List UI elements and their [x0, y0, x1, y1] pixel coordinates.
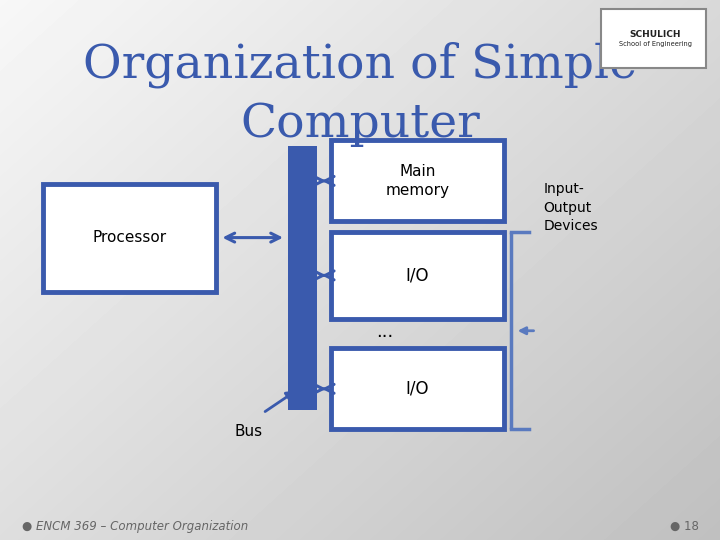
Text: Processor: Processor	[93, 230, 166, 245]
Text: ...: ...	[377, 323, 394, 341]
Text: Input-
Output
Devices: Input- Output Devices	[544, 183, 598, 233]
FancyBboxPatch shape	[288, 146, 317, 410]
FancyBboxPatch shape	[43, 184, 216, 292]
Text: SCHULICH: SCHULICH	[629, 30, 681, 38]
Text: Bus: Bus	[234, 424, 263, 439]
Text: I/O: I/O	[406, 266, 429, 285]
Text: I/O: I/O	[406, 380, 429, 398]
Text: School of Engineering: School of Engineering	[618, 41, 692, 48]
FancyBboxPatch shape	[331, 232, 504, 319]
Text: Organization of Simple: Organization of Simple	[83, 42, 637, 88]
Text: Computer: Computer	[240, 102, 480, 147]
Text: ● ENCM 369 – Computer Organization: ● ENCM 369 – Computer Organization	[22, 520, 248, 533]
FancyBboxPatch shape	[601, 9, 706, 68]
Text: ● 18: ● 18	[670, 520, 698, 533]
Text: Main
memory: Main memory	[386, 164, 449, 198]
FancyBboxPatch shape	[331, 140, 504, 221]
FancyBboxPatch shape	[331, 348, 504, 429]
